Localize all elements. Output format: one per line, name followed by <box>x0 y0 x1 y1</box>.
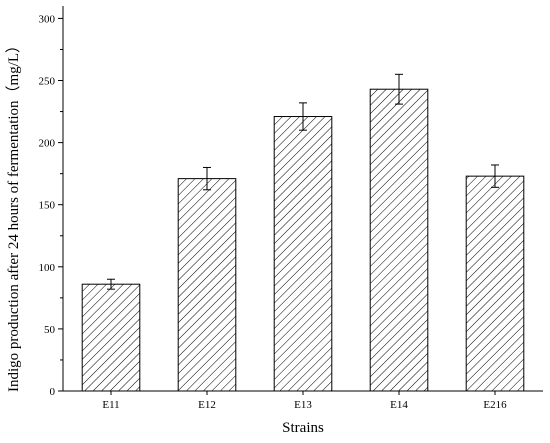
y-tick-label-100: 100 <box>39 262 56 274</box>
x-tick-label-e12: E12 <box>198 399 216 411</box>
y-tick-label-300: 300 <box>39 13 56 25</box>
error-bar-e11 <box>107 278 115 290</box>
error-bar-e14 <box>395 73 403 105</box>
bar-e216 <box>465 175 525 392</box>
x-ticks-group: E11 E12 E13 E14 E216 <box>102 391 507 411</box>
y-ticks-group: 0 50 100 150 200 250 300 <box>39 13 63 398</box>
error-bar-e12 <box>203 166 211 191</box>
error-bar-e216 <box>491 164 499 188</box>
x-tick-label-e14: E14 <box>390 399 408 411</box>
y-tick-label-50: 50 <box>44 324 56 336</box>
x-axis-title: Strains <box>282 420 324 436</box>
y-tick-label-150: 150 <box>39 200 56 212</box>
x-tick-label-e13: E13 <box>294 399 312 411</box>
error-bar-e13 <box>299 102 307 131</box>
y-tick-label-250: 250 <box>39 76 56 88</box>
x-tick-label-e11: E11 <box>102 399 119 411</box>
y-axis-title: Indigo production after 24 hours of ferm… <box>5 38 22 392</box>
bars-group <box>81 88 525 392</box>
error-bars-group <box>107 73 499 290</box>
y-tick-label-0: 0 <box>50 386 56 398</box>
bar-e13 <box>273 116 333 392</box>
x-tick-label-e216: E216 <box>483 399 507 411</box>
bar-e12 <box>177 178 237 392</box>
bar-e14 <box>369 88 429 392</box>
bar-e11 <box>81 283 141 392</box>
y-tick-label-200: 200 <box>39 138 56 150</box>
